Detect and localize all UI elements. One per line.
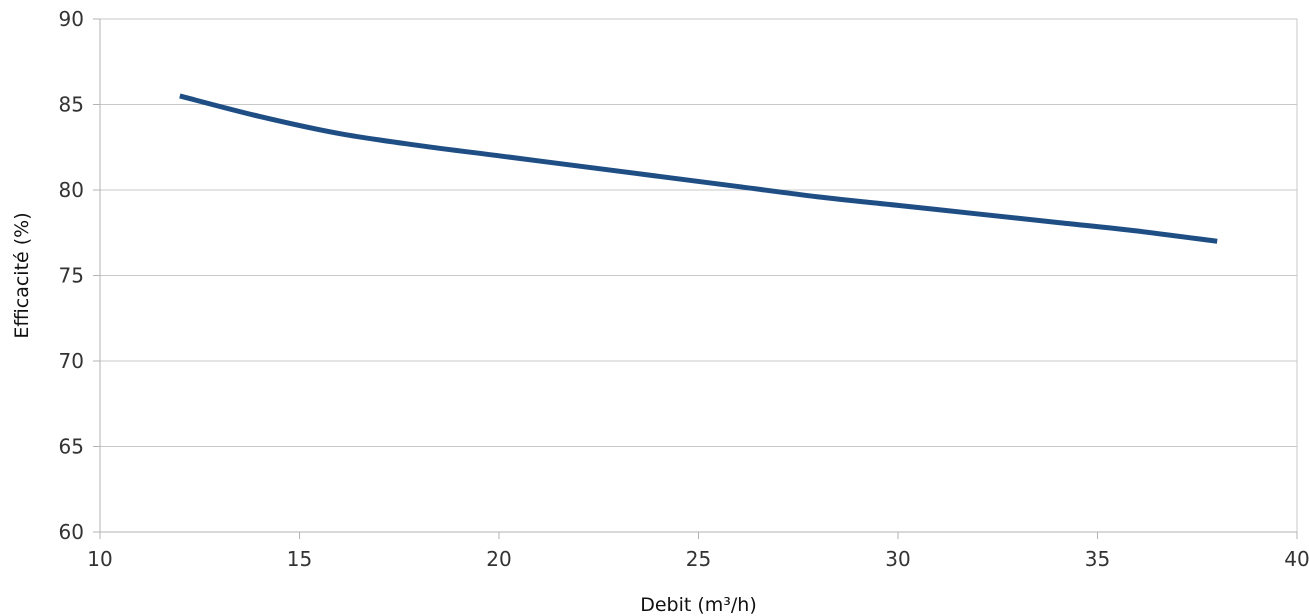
x-tick-label: 40 <box>1284 547 1309 571</box>
series-layer <box>179 93 1218 244</box>
x-tick-label: 20 <box>486 547 511 571</box>
tick-labels: 60 65 70 75 80 85 90 10 15 20 25 30 35 40 <box>59 7 1309 571</box>
y-axis-title: Efficacité (%) <box>11 212 33 338</box>
y-tick-label: 85 <box>59 93 84 117</box>
y-tick-label: 90 <box>59 7 84 31</box>
x-tick-label: 25 <box>686 547 711 571</box>
y-tick-label: 60 <box>59 520 84 544</box>
x-tick-label: 15 <box>287 547 312 571</box>
x-tick-label: 10 <box>87 547 112 571</box>
gridlines <box>100 18 1298 532</box>
series-line-0 <box>179 93 1218 244</box>
x-axis-title: Debit (m³/h) <box>640 594 757 616</box>
y-tick-label: 70 <box>59 349 84 373</box>
x-tick-label: 35 <box>1085 547 1110 571</box>
y-tick-label: 65 <box>59 435 84 459</box>
y-tick-label: 80 <box>59 178 84 202</box>
y-tick-label: 75 <box>59 264 84 288</box>
x-tick-label: 30 <box>885 547 910 571</box>
axes <box>93 18 1298 539</box>
